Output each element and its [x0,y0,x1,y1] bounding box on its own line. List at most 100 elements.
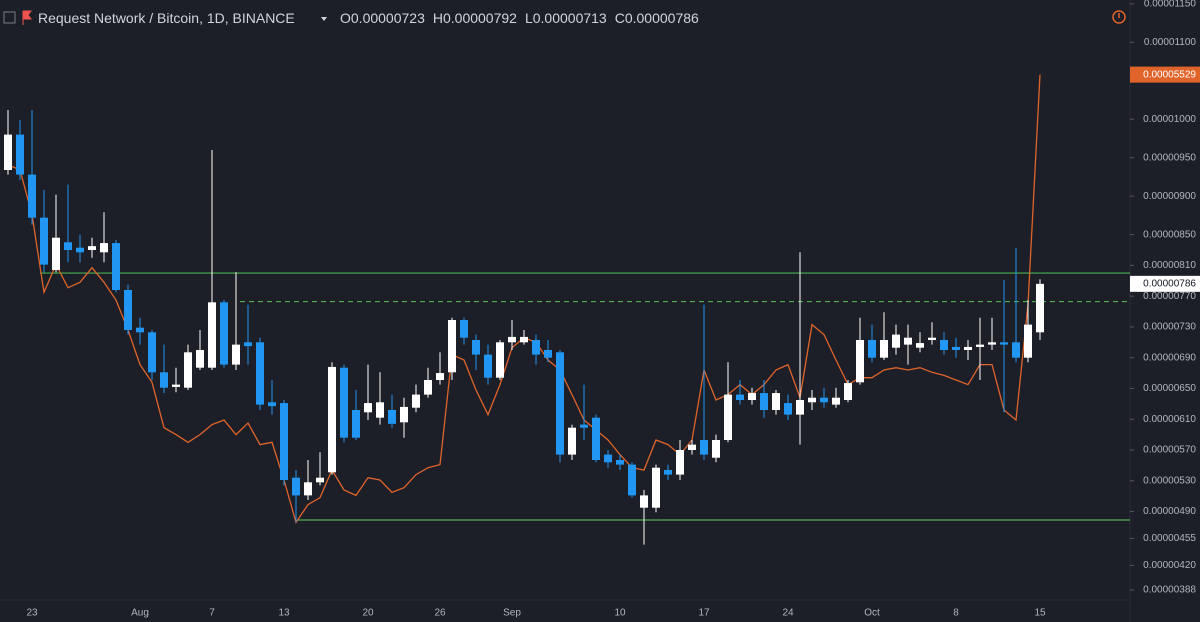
candle-body [316,477,324,483]
y-tick-label: 0.00001100 [1144,37,1197,48]
candle-body [364,403,372,413]
candle-body [904,337,912,345]
candle-body [676,450,684,475]
y-tick-label: 0.00001000 [1143,114,1196,125]
ohlc-key: L [525,10,533,26]
candle-body [340,367,348,438]
x-tick-label: 20 [362,608,374,619]
candle-body [4,134,12,170]
y-tick-label: 0.00000810 [1143,260,1196,271]
candle-body [100,243,108,253]
last-price-badge [1130,275,1200,292]
candle-body [784,403,792,415]
candle-body [208,302,216,368]
x-tick-label: Sep [503,608,521,619]
candle-body [448,320,456,373]
candle-body [604,454,612,463]
overlay-price-badge [1130,66,1200,83]
candle-body [748,393,756,400]
candle-body [64,242,72,250]
candle-body [628,464,636,496]
exchange-flag [22,10,32,25]
candle-body [160,372,168,388]
candle-body [244,342,252,347]
ohlc-key: H [433,10,443,26]
x-tick-label: 24 [782,608,794,619]
ohlc-key: C [615,10,625,26]
candle-body [592,417,600,460]
candle-body [124,290,132,330]
symbol-name: Request Network / Bitcoin, 1D, BINANCE [38,10,295,26]
x-tick-label: 13 [278,608,290,619]
x-tick-label: 8 [953,608,959,619]
candle-body [736,394,744,400]
header: Request Network / Bitcoin, 1D, BINANCE O 0… [38,10,699,26]
candle-body [76,247,84,253]
candle-body [940,340,948,350]
candle-body [196,350,204,368]
candle-body [172,384,180,387]
candle-body [700,440,708,455]
candle-body [28,174,36,218]
candle-body [976,344,984,347]
candle-body [304,482,312,496]
y-tick-label: 0.00000570 [1143,445,1196,456]
candle-body [1024,324,1032,358]
candle-body [964,346,972,350]
candle-body [652,467,660,508]
candle-body [460,320,468,338]
candle-body [388,410,396,424]
candle-body [484,354,492,378]
y-tick-label: 0.00000770 [1143,291,1196,302]
overlay-price-label: 0.00005529 [1143,69,1196,80]
ohlc-value: 0.00000786 [625,10,699,26]
candle-body [760,393,768,410]
y-tick-label: 0.00000690 [1143,352,1196,363]
candle-body [472,340,480,355]
x-tick-label: 15 [1034,608,1046,619]
candle-body [280,403,288,480]
y-tick-label: 0.00000388 [1143,585,1196,596]
candle-body [616,460,624,465]
candle-body [880,340,888,358]
candle-body [772,393,780,410]
ohlc-key: O [340,10,351,26]
candle-body [1012,342,1020,358]
ohlc-value: 0.00000792 [443,10,517,26]
candle-body [580,424,588,428]
y-tick-label: 0.00001150 [1144,0,1197,9]
candle-body [856,340,864,383]
candle-body [1000,342,1008,345]
y-tick-label: 0.00000610 [1143,414,1196,425]
warning-icon[interactable] [1112,10,1126,24]
candle-body [508,336,516,343]
last-price-label: 0.00000786 [1143,278,1196,289]
ohlc-value: 0.00000713 [533,10,607,26]
candle-body [712,440,720,458]
candle-body [532,340,540,355]
candle-body [148,332,156,373]
candle-body [496,342,504,378]
candle-body [52,237,60,270]
x-tick-label: 26 [434,608,446,619]
candle-body [724,394,732,440]
y-tick-label: 0.00000420 [1143,560,1196,571]
candle-body [220,302,228,365]
candle-body [688,444,696,450]
candle-body [376,402,384,418]
candle-body [664,470,672,475]
symbol-caret [321,17,327,21]
candle-body [40,217,48,265]
y-tick-label: 0.00000900 [1143,191,1196,202]
x-tick-label: 10 [614,608,626,619]
layout-icon[interactable] [3,11,16,24]
candle-body [832,397,840,405]
candle-body [256,342,264,405]
candle-body [232,344,240,365]
candle-body [868,340,876,358]
x-tick-label: 17 [698,608,710,619]
candle-body [16,134,24,175]
candle-body [1036,283,1044,333]
